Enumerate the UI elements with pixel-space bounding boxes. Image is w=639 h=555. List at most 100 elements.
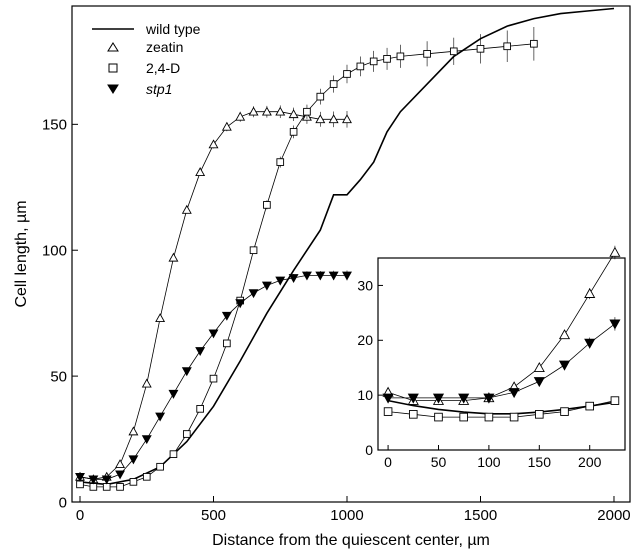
main-point-2-4-d: [396, 52, 405, 61]
main-point-stp1: [221, 311, 232, 321]
main-point-2-4-d: [116, 483, 124, 491]
main-point-zeatin: [115, 459, 126, 469]
inset-y-tick-label: 10: [357, 387, 373, 403]
main-point-2-4-d: [89, 483, 98, 491]
main-point-2-4-d: [356, 62, 365, 71]
inset-point-2-4-d: [434, 412, 443, 422]
main-point-stp1: [128, 455, 139, 465]
y-axis-label: Cell length, µm: [13, 200, 30, 307]
main-point-zeatin: [328, 114, 339, 124]
main-point-zeatin: [128, 426, 139, 436]
main-point-zeatin: [275, 106, 286, 116]
main-point-2-4-d: [423, 50, 431, 58]
inset-point-2-4-d: [610, 396, 620, 405]
main-point-zeatin: [288, 109, 299, 119]
inset-x-tick-label: 100: [477, 454, 501, 470]
inset-point-stp1: [483, 393, 495, 404]
inset-point-stp1: [584, 338, 596, 349]
main-point-stp1: [75, 473, 85, 482]
main-point-stp1: [101, 475, 112, 485]
main-series-layer: [75, 7, 615, 491]
legend-label-2-4-d: 2,4-D: [146, 60, 180, 76]
main-series-line-wild-type: [79, 7, 615, 486]
main-y-tick-label: 0: [59, 494, 67, 511]
legend-marker-2-4-d: [108, 63, 118, 73]
main-point-2-4-d: [449, 47, 458, 56]
main-point-zeatin: [208, 139, 219, 149]
main-point-stp1: [195, 347, 206, 357]
main-point-2-4-d: [209, 374, 218, 383]
main-point-2-4-d: [102, 483, 111, 491]
main-point-stp1: [141, 435, 152, 445]
inset-series-2-4-d: [383, 396, 620, 422]
inset-point-stp1: [533, 377, 545, 388]
main-point-stp1: [168, 389, 179, 399]
main-point-zeatin: [342, 114, 352, 124]
main-point-stp1: [208, 329, 219, 339]
inset-x-tick-label: 50: [431, 454, 447, 470]
main-point-stp1: [115, 470, 126, 480]
main-point-stp1: [88, 475, 99, 485]
inset-x-tick-label: 0: [384, 454, 392, 470]
main-point-zeatin: [235, 111, 246, 121]
main-point-2-4-d: [76, 480, 84, 489]
main-x-tick-label: 1000: [330, 507, 363, 524]
main-plot-frame: [71, 5, 631, 503]
main-point-zeatin: [221, 121, 232, 131]
main-point-stp1: [275, 276, 286, 286]
main-point-2-4-d: [223, 339, 231, 348]
inset-point-stp1: [432, 393, 445, 404]
main-point-2-4-d: [476, 44, 485, 53]
main-point-2-4-d: [156, 462, 164, 471]
inset-series-line-stp1: [388, 323, 616, 399]
main-point-2-4-d: [383, 55, 391, 63]
inset-point-2-4-d: [408, 410, 418, 419]
main-point-2-4-d: [249, 246, 258, 255]
legend-marker-stp1: [107, 84, 119, 94]
legend-label-wild-type: wild type: [145, 21, 201, 37]
main-point-stp1: [342, 271, 352, 281]
main-series-2-4-d: [76, 26, 538, 491]
main-point-2-4-d: [503, 42, 511, 51]
inset-x-tick-label: 150: [528, 454, 552, 470]
main-series-line-zeatin: [79, 111, 347, 480]
main-point-2-4-d: [142, 473, 151, 481]
main-x-tick-label: 500: [201, 507, 226, 524]
main-point-stp1: [328, 271, 339, 281]
main-point-2-4-d: [303, 107, 311, 116]
inset-axes: 0 50 100 150 200 0 10 20 30: [357, 277, 601, 470]
main-point-2-4-d: [369, 57, 378, 66]
inset-point-zeatin: [533, 361, 545, 373]
main-x-tick-label: 0: [76, 507, 84, 524]
main-x-tick-label: 2000: [597, 507, 630, 524]
inset-point-stp1: [407, 393, 419, 404]
main-point-2-4-d: [530, 39, 538, 48]
inset-series-wild-type: [387, 399, 616, 415]
main-point-zeatin: [315, 114, 326, 124]
main-point-zeatin: [248, 106, 259, 116]
inset-point-zeatin: [558, 329, 571, 340]
main-point-stp1: [235, 299, 246, 309]
main-point-2-4-d: [329, 80, 338, 88]
inset-point-2-4-d: [535, 410, 544, 419]
inset-series-line-zeatin: [387, 252, 616, 402]
main-x-tick-label: 1500: [464, 507, 497, 524]
main-point-2-4-d: [129, 478, 138, 486]
inset-y-tick-label: 0: [365, 442, 373, 458]
main-series-wild-type: [79, 7, 615, 486]
main-point-stp1: [181, 367, 192, 377]
inset-series-stp1: [382, 317, 621, 404]
main-point-zeatin: [141, 378, 152, 388]
inset-point-zeatin: [609, 246, 621, 257]
inset-point-stp1: [558, 360, 571, 371]
legend: wild type zeatin 2,4-D stp1: [92, 21, 201, 97]
main-y-tick-label: 150: [42, 117, 67, 134]
legend-label-zeatin: zeatin: [146, 39, 183, 55]
main-point-2-4-d: [276, 158, 285, 166]
main-point-stp1: [261, 281, 272, 291]
main-point-stp1: [155, 412, 166, 422]
main-series-zeatin: [75, 105, 352, 484]
